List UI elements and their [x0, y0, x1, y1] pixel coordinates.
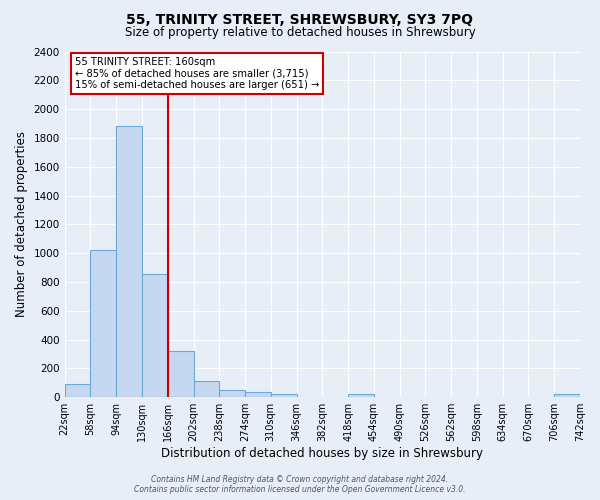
Text: Contains HM Land Registry data © Crown copyright and database right 2024.
Contai: Contains HM Land Registry data © Crown c… [134, 474, 466, 494]
Bar [271, 394, 296, 397]
Bar [348, 394, 374, 397]
X-axis label: Distribution of detached houses by size in Shrewsbury: Distribution of detached houses by size … [161, 447, 484, 460]
Text: Size of property relative to detached houses in Shrewsbury: Size of property relative to detached ho… [125, 26, 475, 39]
Bar [193, 380, 219, 397]
Bar [65, 384, 91, 397]
Bar [142, 274, 168, 397]
Bar [116, 126, 142, 397]
Bar [554, 394, 580, 397]
Text: 55 TRINITY STREET: 160sqm
← 85% of detached houses are smaller (3,715)
15% of se: 55 TRINITY STREET: 160sqm ← 85% of detac… [75, 56, 319, 90]
Bar [245, 392, 271, 397]
Bar [219, 390, 245, 397]
Bar [91, 250, 116, 397]
Bar [168, 351, 193, 397]
Text: 55, TRINITY STREET, SHREWSBURY, SY3 7PQ: 55, TRINITY STREET, SHREWSBURY, SY3 7PQ [127, 12, 473, 26]
Y-axis label: Number of detached properties: Number of detached properties [15, 132, 28, 318]
